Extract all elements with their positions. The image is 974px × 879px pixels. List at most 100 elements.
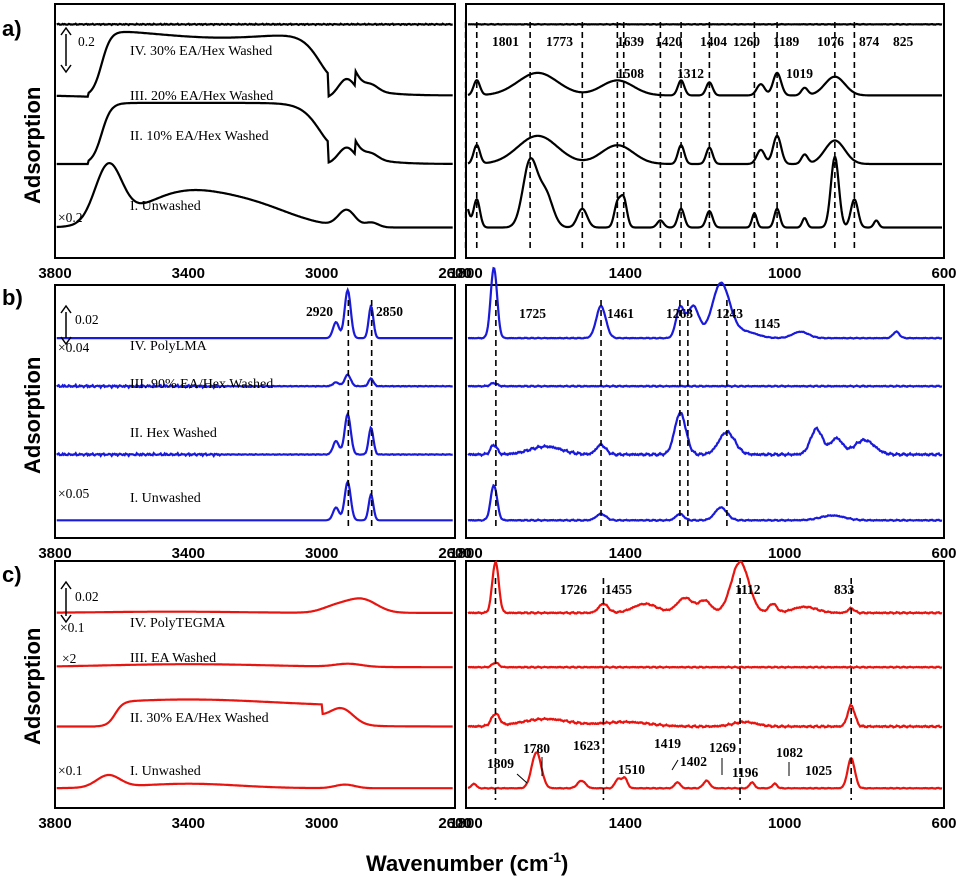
panel-b-trace-4-label: IV. PolyLMA xyxy=(130,339,208,354)
panel-a-left-tick-2600: 2600 xyxy=(438,265,471,282)
panel-a-right-tick-1400: 1400 xyxy=(609,265,642,282)
panel-b-left-tick-2600: 2600 xyxy=(438,545,471,562)
panel-c-trace-4-right xyxy=(467,559,943,616)
panel-b-trace-3-label: III. 90% EA/Hex Washed xyxy=(130,377,273,392)
panel-c-right-frame xyxy=(465,560,945,809)
panel-a-right-frame xyxy=(465,3,945,259)
panel-c-right-tick-1000: 1000 xyxy=(768,815,801,832)
panel-c-peak-label-1623: 1623 xyxy=(573,738,600,753)
panel-a-peak-label-1189: 1189 xyxy=(773,34,800,49)
panel-a-peak-label-1019: 1019 xyxy=(786,66,813,81)
panel-c-trace-1-label: I. Unwashed xyxy=(130,764,201,779)
panel-c-peak-label-1419: 1419 xyxy=(654,736,681,751)
panel-c-letter: c) xyxy=(2,562,22,587)
panel-a-peak-label-1312: 1312 xyxy=(677,66,704,81)
panel-c-scale-arrow-down xyxy=(60,614,72,624)
panel-c-peak-label-833: 833 xyxy=(834,582,855,597)
panel-b-trace-1-left xyxy=(56,479,453,522)
panel-c-peak-label-1196: 1196 xyxy=(732,765,759,780)
panel-a-trace-2-right xyxy=(467,134,942,166)
panel-a-right-tick-1800: 1800 xyxy=(449,265,482,282)
panel-a-scale-arrow-down xyxy=(60,64,72,74)
panel-c-trace-4-left xyxy=(56,597,453,614)
panel-b-left-tick-3000: 3000 xyxy=(305,545,338,562)
panel-b-right-tick-1400: 1400 xyxy=(609,545,642,562)
panel-c-left-frame xyxy=(54,560,456,809)
panel-a-peak-label-1801: 1801 xyxy=(492,34,519,49)
panel-c-scale-factor-3: ×0.1 xyxy=(58,763,83,778)
panel-a-trace-3-left xyxy=(56,30,453,99)
panel-b-left-peak-label-0: 2920 xyxy=(306,304,333,319)
panel-c-trace-3-label: III. EA Washed xyxy=(130,651,216,666)
panel-c-leader-1809 xyxy=(516,773,528,784)
panel-c-trace-4-label: IV. PolyTEGMA xyxy=(130,616,226,631)
panel-c-scale-arrow-up xyxy=(60,580,72,590)
panel-a-peak-label-825: 825 xyxy=(893,34,914,49)
panel-c-scale-factor-2: ×2 xyxy=(62,651,76,666)
panel-c-peak-label-1510: 1510 xyxy=(618,762,645,777)
panel-b-scale-factor-2: ×0.05 xyxy=(58,486,89,501)
panel-a-trace-2-label: II. 10% EA/Hex Washed xyxy=(130,129,269,144)
panel-b-trace-4-right xyxy=(467,266,943,340)
panel-a-trace-1-right xyxy=(466,156,942,229)
panel-b-right-tick-1000: 1000 xyxy=(768,545,801,562)
panel-a-trace-1-left xyxy=(56,161,453,229)
panel-c-peak-label-1269: 1269 xyxy=(709,740,736,755)
panel-b-right-tick-600: 600 xyxy=(931,545,956,562)
panel-c-left-tick-2600: 2600 xyxy=(438,815,471,832)
panel-a-left-frame xyxy=(54,3,456,259)
panel-b-peak-label-1725: 1725 xyxy=(519,306,546,321)
panel-c-peak-label-1112: 1112 xyxy=(735,582,761,597)
panel-c-peak-label-1726: 1726 xyxy=(560,582,587,597)
panel-b-trace-2-right xyxy=(467,410,943,458)
panel-a-trace-4-right xyxy=(467,22,943,26)
panel-a-trace-3-label: III. 20% EA/Hex Washed xyxy=(130,89,273,104)
panel-c-peak-label-1780: 1780 xyxy=(523,741,550,756)
panel-b-trace-2-left xyxy=(56,411,453,458)
panel-a-right-tick-600: 600 xyxy=(931,265,956,282)
panel-a-trace-3-right xyxy=(467,71,942,97)
panel-b-trace-2-label: II. Hex Washed xyxy=(130,426,217,441)
panel-b-trace-1-label: I. Unwashed xyxy=(130,491,201,506)
panel-c-trace-2-right xyxy=(467,703,943,729)
panel-b-right-tick-1800: 1800 xyxy=(449,545,482,562)
panel-b-trace-3-left xyxy=(56,373,453,390)
panel-b-peak-label-1461: 1461 xyxy=(607,306,634,321)
panel-c-ylabel: Adsorption xyxy=(20,628,45,745)
panel-a-peak-label-1639: 1639 xyxy=(617,34,644,49)
panel-c-trace-3-left xyxy=(56,662,453,669)
panel-c-peak-label-1402: 1402 xyxy=(680,754,707,769)
panel-b-left-tick-3400: 3400 xyxy=(172,545,205,562)
panel-a-letter: a) xyxy=(2,16,22,41)
panel-a-peak-label-1404: 1404 xyxy=(700,34,727,49)
panel-a-left-tick-3000: 3000 xyxy=(305,265,338,282)
panel-b-right-frame xyxy=(465,284,945,539)
panel-a-scale-arrow-up xyxy=(60,26,72,36)
panel-c-peak-label-1082: 1082 xyxy=(776,745,803,760)
panel-c-trace-2-left xyxy=(56,698,453,728)
panel-b-peak-label-1263: 1263 xyxy=(666,306,693,321)
panel-c-scale-bar-value: 0.02 xyxy=(75,589,99,604)
panel-c-left-tick-3000: 3000 xyxy=(305,815,338,832)
panel-a-left-tick-3400: 3400 xyxy=(172,265,205,282)
panel-b-scale-arrow-up xyxy=(60,304,72,314)
panel-a-trace-1-label: I. Unwashed xyxy=(130,199,201,214)
panel-b-left-tick-3800: 3800 xyxy=(38,545,71,562)
panel-c-left-tick-3400: 3400 xyxy=(172,815,205,832)
panel-a-peak-label-1773: 1773 xyxy=(546,34,573,49)
panel-b-left-peak-label-1: 2850 xyxy=(376,304,403,319)
panel-b-left-frame xyxy=(54,284,456,539)
panel-b-trace-4-left xyxy=(56,287,453,340)
panel-a-ylabel: Adsorption xyxy=(20,87,45,204)
x-axis-title: Wavenumber (cm-1) xyxy=(366,849,568,876)
panel-c-trace-3-right xyxy=(467,661,943,670)
panel-a-peak-label-1260: 1260 xyxy=(733,34,760,49)
panel-a-right-tick-1000: 1000 xyxy=(768,265,801,282)
panel-b-scale-arrow-down xyxy=(60,336,72,346)
panel-c-trace-1-left xyxy=(56,773,453,790)
panel-c-right-tick-600: 600 xyxy=(931,815,956,832)
panel-c-leader-1402 xyxy=(671,759,679,771)
panel-b-peak-label-1243: 1243 xyxy=(716,306,743,321)
panel-a-peak-label-874: 874 xyxy=(859,34,880,49)
